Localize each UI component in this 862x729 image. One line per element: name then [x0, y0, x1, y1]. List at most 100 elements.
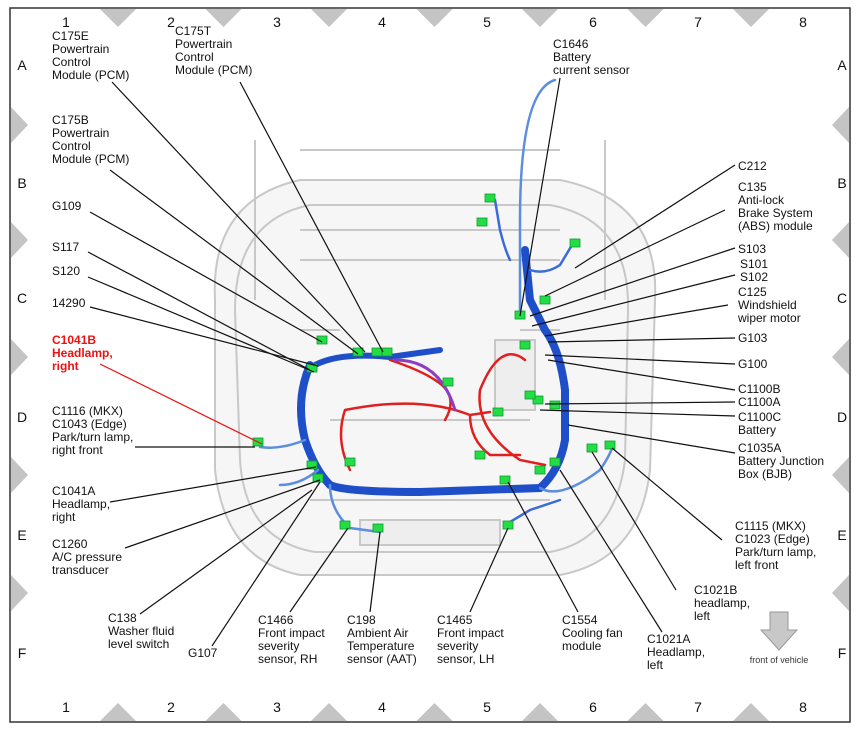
- edge-marker: [522, 703, 558, 721]
- purple-wire: [393, 358, 457, 412]
- leader-line: [544, 304, 729, 337]
- row-label-left: D: [17, 409, 27, 425]
- edge-marker: [832, 575, 849, 611]
- row-label-left: E: [17, 527, 26, 543]
- callout-label-line: sensor, LH: [437, 652, 494, 666]
- callout-label-line: Headlamp,: [52, 497, 110, 511]
- callout: G103: [547, 331, 768, 345]
- callout-label-line: C1041B: [52, 333, 96, 347]
- leader-line: [574, 164, 736, 269]
- edge-marker: [832, 339, 849, 375]
- callout-label-line: C1035A: [738, 441, 781, 455]
- callout-label: C135 Anti-lock Brake System (ABS) module: [738, 180, 813, 233]
- connector-marker: [381, 347, 393, 357]
- callout-label-line: left: [694, 609, 711, 623]
- grid-edge-markers: [11, 9, 849, 721]
- callout: C1646 Battery current sensor: [519, 37, 630, 317]
- callout-label-line: C1100C: [738, 410, 781, 424]
- front-of-vehicle-indicator: front of vehicle: [750, 611, 808, 665]
- connector-marker: [371, 347, 383, 357]
- callout-label-line: Windshield: [738, 298, 797, 312]
- harness-upper: [312, 347, 443, 368]
- callout-label: C1100A: [738, 395, 780, 409]
- leader-line: [239, 81, 384, 353]
- callout-label-line: Control: [52, 55, 91, 69]
- callout-label-line: C1466: [258, 613, 294, 627]
- callout-label-line: S103: [738, 242, 766, 256]
- callout-label-line: right: [52, 510, 76, 524]
- connector-marker: [352, 347, 364, 357]
- row-label-left: B: [17, 175, 26, 191]
- edge-marker: [11, 107, 28, 143]
- callout-label-line: right: [52, 359, 79, 373]
- edge-marker: [11, 339, 28, 375]
- edge-marker: [522, 9, 558, 27]
- callout: C125 Windshield wiper motor: [544, 285, 801, 337]
- leader-line: [507, 481, 579, 613]
- callout: C1100B: [547, 359, 780, 396]
- callout-label-line: module: [562, 639, 602, 653]
- callout-label: S117: [52, 240, 79, 254]
- callout-label-line: Brake System: [738, 206, 813, 220]
- callout-label-line: G103: [738, 331, 768, 345]
- column-label-bottom: 8: [799, 699, 807, 715]
- callout-label-line: Battery: [738, 423, 776, 437]
- column-label-top: 1: [62, 14, 70, 30]
- leader-line: [109, 466, 317, 503]
- edge-marker: [832, 107, 849, 143]
- callout-label: G109: [52, 199, 82, 213]
- callout-label-line: Powertrain: [52, 42, 109, 56]
- callout: G100: [544, 354, 768, 371]
- column-label-top: 6: [589, 14, 597, 30]
- connector-marker: [534, 465, 546, 475]
- callout: C1116 (MKX) C1043 (Edge) Park/turn lamp, ri…: [52, 404, 255, 457]
- callout-label-line: C1041A: [52, 484, 95, 498]
- leader-line: [139, 489, 313, 615]
- callout-label-line: C198: [347, 613, 376, 627]
- callout-label-line: S101: [740, 257, 768, 271]
- callout-label-line: S102: [740, 270, 768, 284]
- callout-label-line: C1465: [437, 613, 473, 627]
- callout-label: C175B Powertrain Control Module (PCM): [52, 113, 129, 166]
- callout-label-line: wiper motor: [737, 311, 801, 325]
- connector-marker: [492, 407, 504, 417]
- callout-label-line: C138: [108, 611, 137, 625]
- callout-label: C1041A Headlamp, right: [52, 484, 110, 524]
- leader-line: [87, 251, 311, 371]
- callout: S120: [52, 264, 315, 373]
- callout-label-line: Park/turn lamp,: [735, 545, 816, 559]
- callout-label-line: 14290: [52, 296, 86, 310]
- callout: C1115 (MKX) C1023 (Edge) Park/turn lamp, le…: [611, 447, 816, 572]
- edge-marker: [733, 9, 769, 27]
- edge-marker: [733, 703, 769, 721]
- connector-marker: [532, 395, 544, 405]
- leader-line: [99, 363, 263, 445]
- callout-label-line: C1021A: [647, 632, 690, 646]
- connector-marker: [474, 450, 486, 460]
- leader-line: [111, 81, 366, 353]
- callout-label: G107: [188, 646, 218, 660]
- connector-marker: [484, 193, 496, 203]
- callout-label-line: A/C pressure: [52, 550, 122, 564]
- callout-label-line: C1260: [52, 537, 88, 551]
- leader-line: [369, 531, 381, 613]
- leader-line: [89, 211, 323, 343]
- leader-line: [211, 481, 321, 647]
- callout-label-line: sensor (AAT): [347, 652, 417, 666]
- callout-label-line: Battery: [553, 50, 591, 64]
- callout-label-line: Module (PCM): [175, 63, 252, 77]
- wiring-harness: [258, 78, 614, 534]
- callout-label-line: level switch: [108, 637, 169, 651]
- callout: C1035A Battery Junction Box (BJB): [567, 424, 824, 481]
- column-label-top: 7: [694, 14, 702, 30]
- edge-marker: [100, 9, 136, 27]
- callout-label: C1116 (MKX) C1043 (Edge) Park/turn lamp, ri…: [52, 404, 133, 457]
- callout-label-line: severity: [437, 639, 478, 653]
- callout: S103: [529, 242, 766, 317]
- callout-label-line: Park/turn lamp,: [52, 430, 133, 444]
- harness-left-extras: [493, 198, 577, 527]
- callout: C135 Anti-lock Brake System (ABS) module: [544, 180, 813, 297]
- connector-marker: [312, 473, 324, 483]
- column-label-bottom: 2: [167, 699, 175, 715]
- callout-label: C1260 A/C pressure transducer: [52, 537, 122, 577]
